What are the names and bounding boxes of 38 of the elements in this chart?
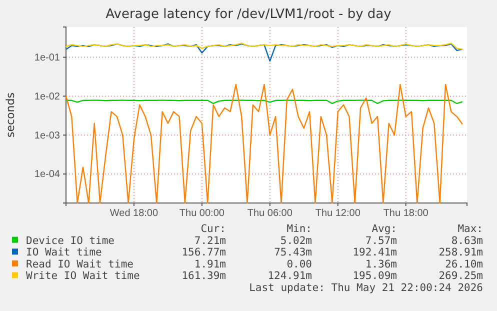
text: 1.91m	[194, 258, 226, 270]
y-tick-label: 1e-02	[34, 91, 60, 102]
x-tick-label: Thu 06:00	[247, 208, 293, 220]
text: 156.77m	[182, 246, 226, 259]
legend-label: Device IO time	[26, 234, 115, 247]
legend-label: IO Wait time	[26, 246, 102, 259]
chart-title: Average latency for /dev/LVM1/root - by day	[106, 7, 392, 22]
text: 8.63m	[451, 234, 483, 247]
text: 7.21m	[194, 234, 226, 247]
y-tick-label: 1e-04	[34, 169, 60, 180]
x-tick-label: Thu 12:00	[315, 208, 361, 220]
x-tick-label: Wed 18:00	[110, 208, 158, 220]
text: 1.36m	[365, 258, 397, 270]
text: 26.10m	[445, 258, 483, 270]
text: Last update: Thu May 21 22:00:24 2026	[249, 282, 483, 294]
text: Cur:	[200, 223, 226, 235]
text: 192.41m	[352, 246, 397, 259]
text: 195.09m	[352, 270, 397, 282]
line-series	[65, 84, 464, 204]
text: 269.25m	[438, 270, 483, 282]
y-tick-label: 1e-03	[34, 130, 60, 142]
text: 5.02m	[280, 234, 312, 247]
legend-label: Read IO Wait time	[26, 258, 134, 270]
y-tick-label: 1e-01	[34, 52, 60, 64]
text: 124.91m	[268, 270, 312, 282]
text: 258.91m	[438, 246, 483, 259]
text: Min:	[286, 223, 312, 235]
line-series	[65, 42, 464, 50]
text: 161.39m	[182, 270, 226, 282]
x-tick-label: Thu 00:00	[179, 208, 225, 220]
text: Max:	[458, 223, 483, 235]
y-axis-title: seconds	[4, 92, 17, 138]
text: 0.00	[286, 258, 312, 270]
x-tick-label: Thu 18:00	[383, 208, 429, 220]
text: 7.57m	[365, 234, 397, 247]
legend-label: Write IO Wait time	[26, 270, 140, 282]
text: 75.43m	[274, 246, 312, 259]
text: Avg:	[372, 223, 397, 235]
